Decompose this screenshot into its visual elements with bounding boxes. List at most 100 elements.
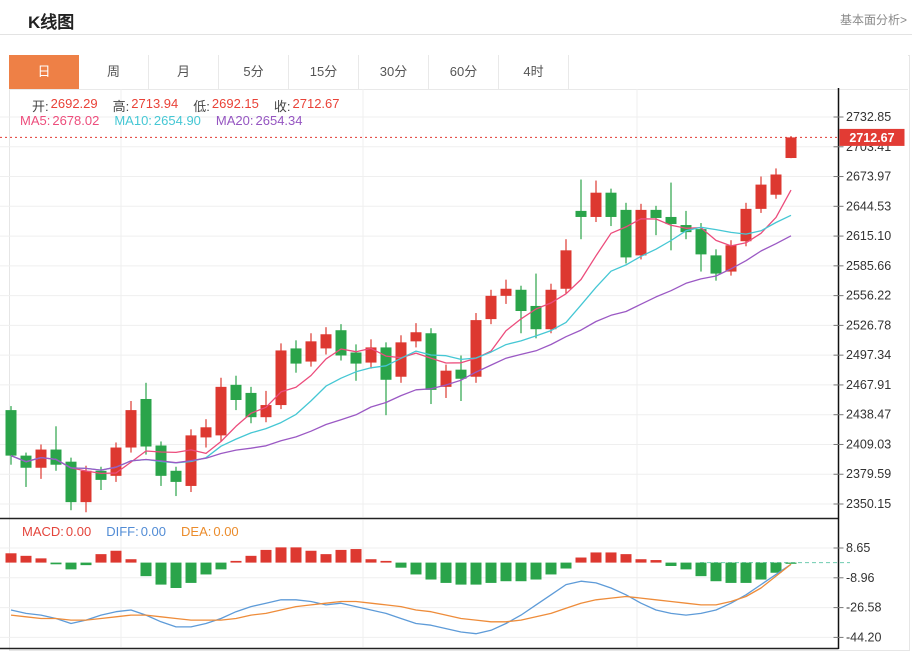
- candle[interactable]: [440, 370, 452, 387]
- macd-bar: [200, 562, 212, 575]
- price-axis-label: 2409.03: [846, 437, 891, 451]
- candle[interactable]: [65, 461, 77, 503]
- candle[interactable]: [575, 210, 587, 217]
- tab-60分[interactable]: 60分: [429, 55, 499, 89]
- candle[interactable]: [605, 192, 617, 217]
- tab-周[interactable]: 周: [79, 55, 149, 89]
- macd-bar: [170, 562, 182, 588]
- tab-日[interactable]: 日: [9, 55, 79, 89]
- diff-line: [10, 563, 792, 635]
- candle[interactable]: [650, 209, 662, 218]
- macd-bar: [380, 560, 392, 563]
- candle[interactable]: [620, 209, 632, 258]
- macd-axis-label: -44.20: [846, 630, 881, 644]
- candle[interactable]: [320, 334, 332, 349]
- macd-bar: [125, 559, 137, 563]
- candle[interactable]: [425, 333, 437, 390]
- candle[interactable]: [365, 347, 377, 363]
- candle[interactable]: [35, 449, 47, 468]
- candle[interactable]: [95, 470, 107, 480]
- candle[interactable]: [5, 410, 17, 456]
- tab-4时[interactable]: 4时: [499, 55, 569, 89]
- candle[interactable]: [635, 209, 647, 256]
- macd-bar: [275, 547, 287, 563]
- candle[interactable]: [725, 245, 737, 272]
- candle[interactable]: [275, 350, 287, 406]
- candle[interactable]: [530, 305, 542, 330]
- candle[interactable]: [380, 347, 392, 380]
- candle[interactable]: [200, 427, 212, 438]
- tab-30分[interactable]: 30分: [359, 55, 429, 89]
- candle[interactable]: [305, 341, 317, 362]
- macd-bar: [485, 562, 497, 583]
- legend-item: DIFF: 0.00: [106, 524, 167, 539]
- candle[interactable]: [470, 320, 482, 377]
- macd-bar: [335, 549, 347, 563]
- macd-axis-label: -26.58: [846, 601, 881, 615]
- tab-15分[interactable]: 15分: [289, 55, 359, 89]
- candle[interactable]: [260, 405, 272, 418]
- macd-bar: [455, 562, 467, 585]
- ma-legend: MA5: 2678.02 MA10: 2654.90 MA20: 2654.34: [20, 113, 303, 128]
- candle[interactable]: [455, 369, 467, 379]
- macd-bar: [425, 562, 437, 580]
- macd-bar: [290, 547, 302, 563]
- candle[interactable]: [665, 216, 677, 225]
- macd-bar: [725, 562, 737, 583]
- macd-bar: [710, 562, 722, 582]
- price-axis-label: 2732.85: [846, 110, 891, 124]
- price-axis-label: 2467.91: [846, 378, 891, 392]
- macd-bar: [515, 562, 527, 582]
- legend-item: 高: 2713.94: [112, 96, 179, 114]
- macd-bar: [785, 562, 797, 564]
- candle[interactable]: [245, 392, 257, 418]
- macd-bar: [350, 549, 362, 563]
- tab-5分[interactable]: 5分: [219, 55, 289, 89]
- candle[interactable]: [125, 410, 137, 448]
- candle[interactable]: [110, 447, 122, 476]
- price-axis-label: 2379.59: [846, 467, 891, 481]
- candle[interactable]: [695, 229, 707, 255]
- page-title: K线图: [28, 13, 75, 32]
- macd-bar: [650, 560, 662, 563]
- candle[interactable]: [755, 184, 767, 209]
- price-axis-label: 2438.47: [846, 408, 891, 422]
- candle[interactable]: [740, 208, 752, 242]
- candle[interactable]: [515, 289, 527, 312]
- candle[interactable]: [335, 330, 347, 356]
- candle[interactable]: [770, 174, 782, 195]
- current-price-tag: [839, 128, 905, 146]
- macd-bar: [320, 554, 332, 563]
- candle[interactable]: [545, 289, 557, 330]
- legend-item: MA10: 2654.90: [114, 113, 201, 128]
- candle[interactable]: [785, 137, 797, 159]
- candle[interactable]: [350, 352, 362, 364]
- candle[interactable]: [290, 348, 302, 364]
- candle[interactable]: [230, 384, 242, 400]
- macd-bar: [740, 562, 752, 583]
- candle[interactable]: [590, 192, 602, 217]
- legend-item: DEA: 0.00: [181, 524, 239, 539]
- fundamental-analysis-link[interactable]: 基本面分析>: [839, 13, 907, 27]
- candle[interactable]: [170, 470, 182, 482]
- candle[interactable]: [140, 398, 152, 447]
- macd-bar: [770, 562, 782, 573]
- candle[interactable]: [410, 332, 422, 342]
- candle[interactable]: [395, 342, 407, 377]
- macd-bar: [560, 562, 572, 569]
- candle[interactable]: [560, 250, 572, 289]
- macd-bar: [140, 562, 152, 577]
- candle[interactable]: [710, 255, 722, 274]
- legend-item: MACD: 0.00: [22, 524, 92, 539]
- candle[interactable]: [500, 288, 512, 296]
- candle[interactable]: [215, 386, 227, 436]
- price-axis-label: 2497.34: [846, 348, 891, 362]
- macd-bar: [410, 562, 422, 575]
- tab-月[interactable]: 月: [149, 55, 219, 89]
- price-axis-label: 2585.66: [846, 259, 891, 273]
- candle[interactable]: [50, 449, 62, 465]
- candle[interactable]: [485, 295, 497, 320]
- candle[interactable]: [80, 470, 92, 503]
- macd-bar: [680, 562, 692, 570]
